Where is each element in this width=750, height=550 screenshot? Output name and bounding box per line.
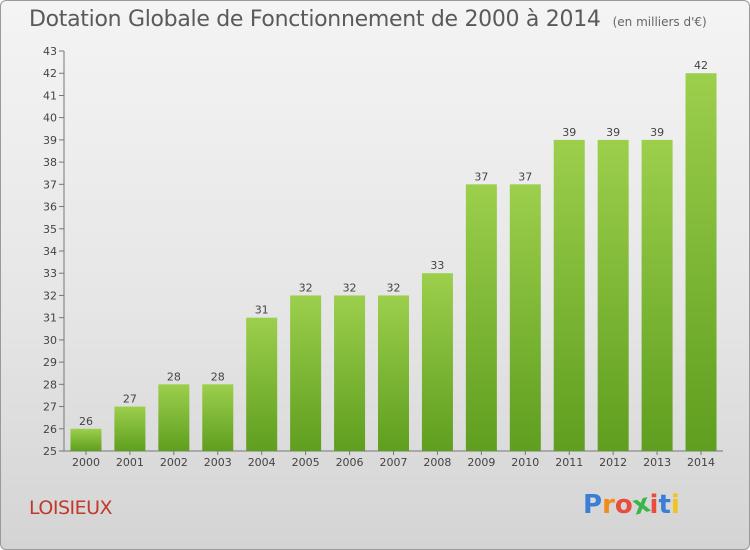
x-tick-label: 2003: [204, 456, 232, 469]
data-label: 39: [562, 126, 576, 139]
y-tick-label: 26: [43, 423, 57, 436]
y-tick-label: 43: [43, 45, 57, 58]
data-label: 27: [123, 393, 137, 406]
logo-letter: P: [583, 490, 603, 520]
y-tick-label: 39: [43, 134, 57, 147]
logo-letter: o: [614, 490, 633, 520]
logo-letter: r: [602, 490, 615, 520]
data-label: 31: [255, 304, 269, 317]
x-tick-label: 2012: [599, 456, 627, 469]
x-tick-label: 2014: [687, 456, 715, 469]
data-label: 42: [694, 59, 708, 72]
bar: [597, 139, 629, 451]
x-tick-label: 2006: [336, 456, 364, 469]
bar: [70, 428, 102, 451]
y-tick-label: 41: [43, 89, 57, 102]
bar: [553, 139, 585, 451]
logo-letter: i: [649, 490, 659, 520]
data-label: 28: [211, 370, 225, 383]
proxiti-logo: Proxiti: [583, 488, 680, 521]
y-tick-label: 34: [43, 245, 57, 258]
x-tick-label: 2010: [511, 456, 539, 469]
data-label: 32: [387, 281, 401, 294]
x-axis: 2000 2001 2002 2003 2004 2005 2006 2007 2008 2009…: [64, 450, 723, 469]
bar: [465, 184, 497, 452]
data-label: 26: [79, 415, 93, 428]
bar: [158, 384, 190, 451]
y-tick-label: 25: [43, 445, 57, 458]
bar: [334, 295, 366, 451]
bar: [509, 184, 541, 452]
commune-name: LOISIEUX: [29, 497, 113, 519]
x-tick-label: 2000: [72, 456, 100, 469]
y-tick-label: 35: [43, 223, 57, 236]
bar: [421, 273, 453, 451]
logo-letter: t: [658, 490, 671, 520]
logo-letter: i: [670, 490, 680, 520]
chart-title: Dotation Globale de Fonctionnement de 20…: [29, 7, 707, 32]
chart-subtitle: (en milliers d'€): [612, 15, 707, 29]
y-tick-label: 28: [43, 378, 57, 391]
x-tick-label: 2005: [292, 456, 320, 469]
y-tick-label: 27: [43, 401, 57, 414]
x-tick-label: 2013: [643, 456, 671, 469]
y-tick-label: 30: [43, 334, 57, 347]
y-tick-label: 37: [43, 178, 57, 191]
x-tick-label: 2004: [248, 456, 276, 469]
y-tick-label: 31: [43, 312, 57, 325]
bar: [290, 295, 322, 451]
x-tick-label: 2001: [116, 456, 144, 469]
bar: [378, 295, 409, 451]
bar: [641, 139, 673, 451]
x-tick-label: 2008: [423, 456, 451, 469]
y-tick-label: 38: [43, 156, 57, 169]
data-label: 37: [518, 170, 532, 183]
chart-title-text: Dotation Globale de Fonctionnement de 20…: [29, 7, 601, 32]
y-tick-label: 29: [43, 356, 57, 369]
x-tick-label: 2009: [467, 456, 495, 469]
y-tick-label: 42: [43, 67, 57, 80]
bar: [685, 73, 717, 451]
bar: [202, 384, 234, 451]
y-tick-label: 36: [43, 201, 57, 214]
data-label: 32: [299, 281, 313, 294]
data-label: 39: [650, 126, 664, 139]
bar: [114, 406, 146, 451]
data-label: 37: [474, 170, 488, 183]
bars: 26 27 28 28 31 32 32 32 33 37 37 39 39 39 42: [70, 59, 717, 452]
y-tick-label: 40: [43, 112, 57, 125]
x-tick-label: 2007: [380, 456, 408, 469]
bar: [246, 317, 278, 451]
data-label: 32: [343, 281, 357, 294]
x-tick-label: 2002: [160, 456, 188, 469]
data-label: 39: [606, 126, 620, 139]
data-label: 28: [167, 370, 181, 383]
data-label: 33: [430, 259, 444, 272]
y-tick-label: 32: [43, 289, 57, 302]
y-axis: 25 26 27 28 29 30 31 32 33 34 35 36 37 38 39 40 41 42 43: [43, 45, 65, 458]
y-tick-label: 33: [43, 267, 57, 280]
x-tick-label: 2011: [555, 456, 583, 469]
